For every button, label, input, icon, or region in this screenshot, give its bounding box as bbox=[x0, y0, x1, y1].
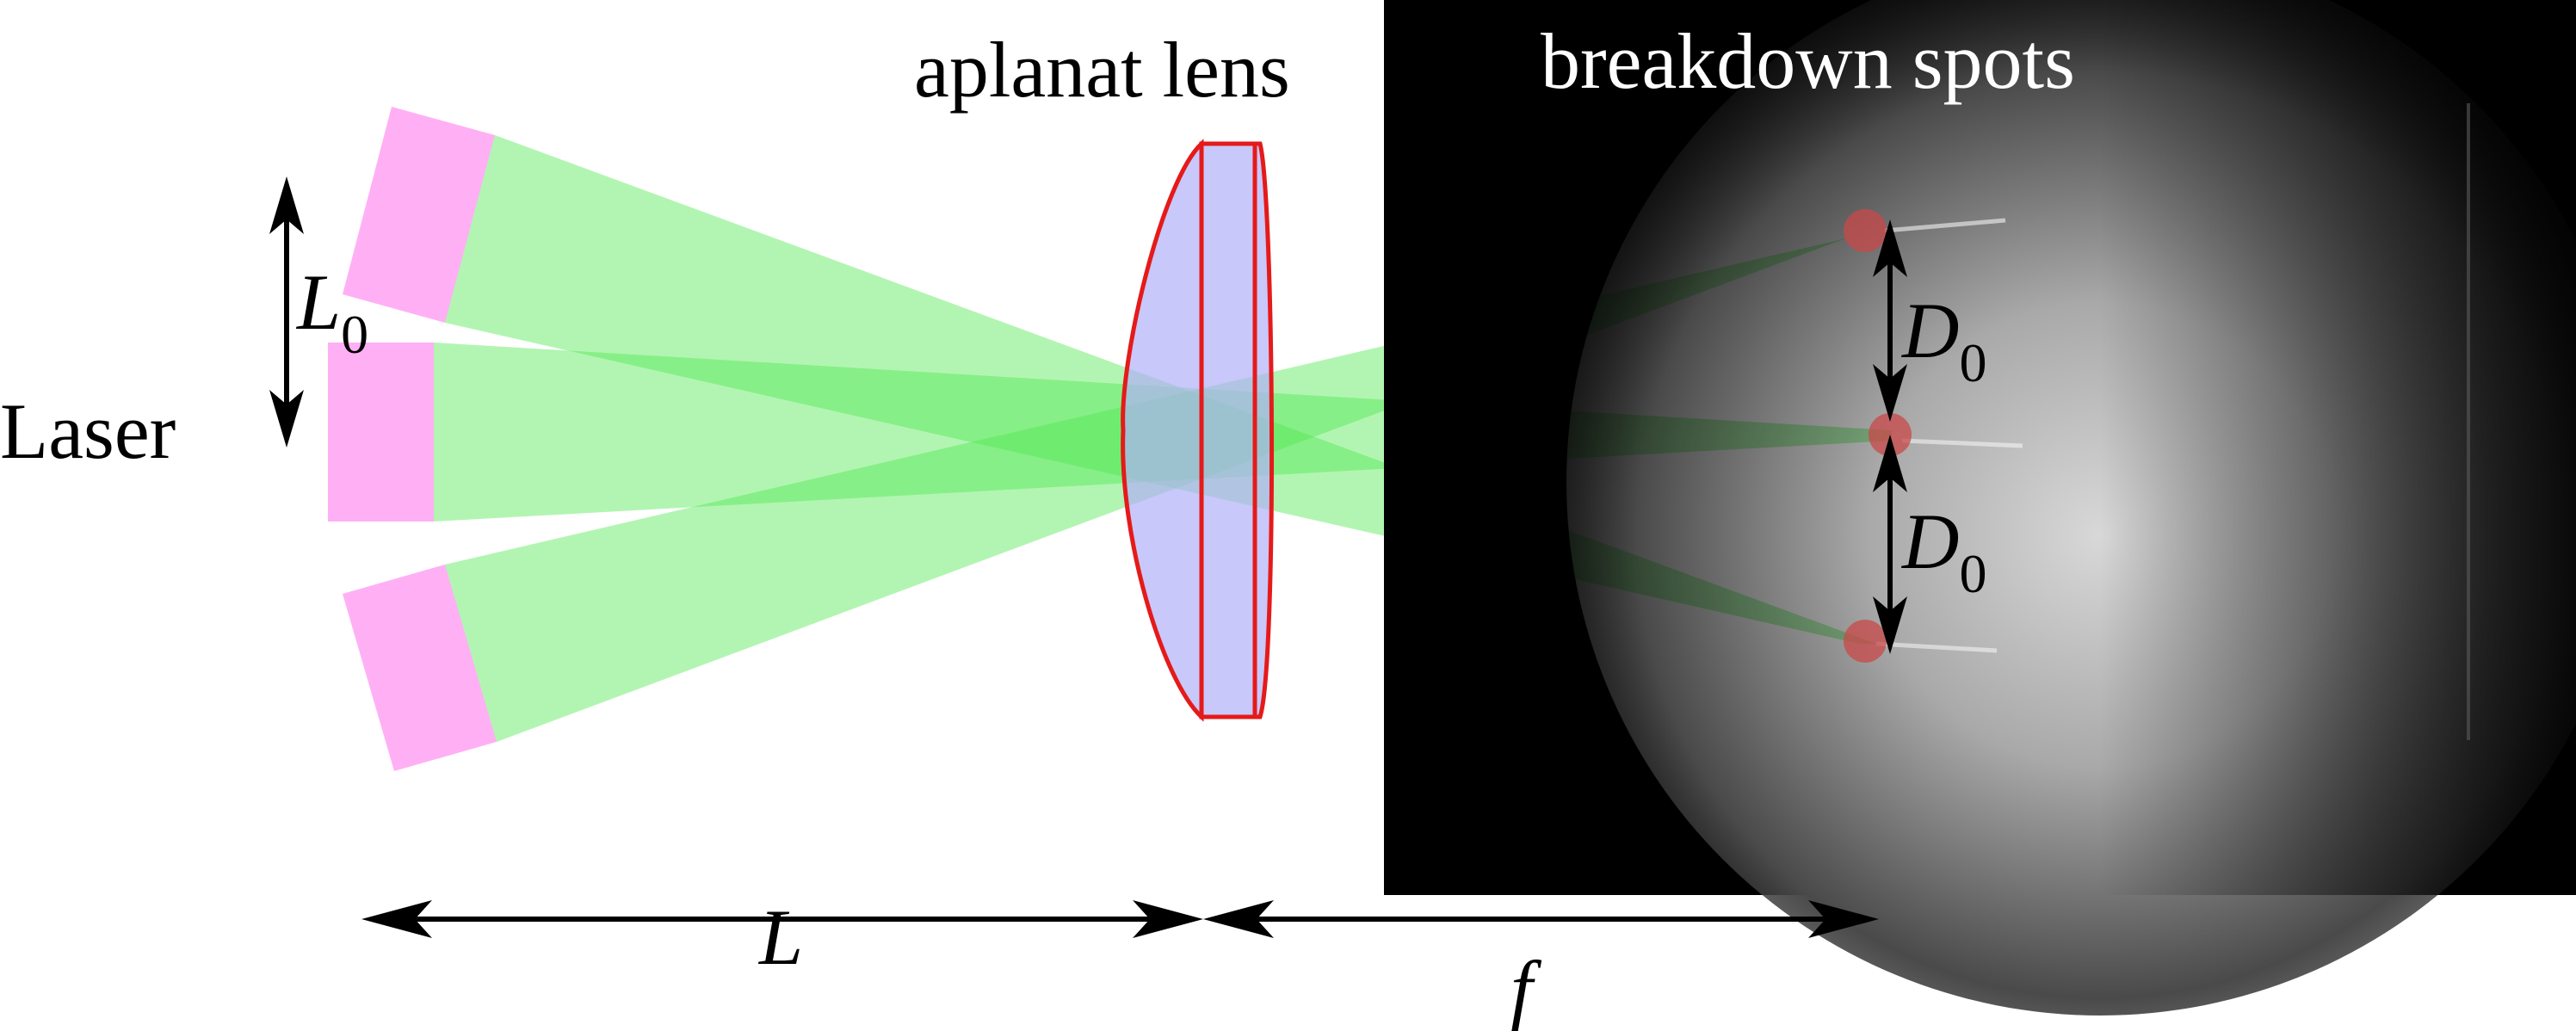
arrow-D0-lower-head-down bbox=[1873, 596, 1907, 654]
breakdown-photo bbox=[1384, 0, 2576, 1016]
plasma-streak-bottom bbox=[1875, 641, 1998, 653]
arrow-L-head-left bbox=[361, 900, 432, 938]
arrow-L0-head-down bbox=[269, 390, 304, 448]
breakdown-spot-bottom bbox=[1844, 620, 1887, 663]
label-D0-lower-base: D bbox=[1900, 497, 1959, 585]
lens-convex-element bbox=[1121, 139, 1204, 722]
arrow-L-head-right bbox=[1133, 900, 1203, 938]
dimension-arrows bbox=[269, 176, 1907, 938]
plasma-streak-mid bbox=[1901, 438, 2023, 448]
breakdown-spot-top bbox=[1844, 209, 1887, 252]
label-D0-lower-sub: 0 bbox=[1959, 543, 1986, 604]
photo-edge-line bbox=[2467, 103, 2470, 740]
aplanat-lens bbox=[1121, 139, 1275, 722]
laser-sources bbox=[328, 107, 497, 771]
arrow-D0-upper-head-down bbox=[1873, 364, 1907, 422]
label-L0-base: L bbox=[295, 258, 341, 346]
arrow-D0-lower-head-up bbox=[1873, 435, 1907, 492]
arrow-L0-head-up bbox=[269, 176, 304, 234]
arrow-D0-upper-head-up bbox=[1873, 219, 1907, 277]
label-L-distance: L bbox=[757, 893, 803, 981]
arrow-f-head-left bbox=[1203, 900, 1274, 938]
label-breakdown-spots: breakdown spots bbox=[1541, 17, 2075, 105]
label-L0: L0 bbox=[295, 258, 368, 365]
label-focal-length: f bbox=[1510, 945, 1542, 1031]
lens-flat-element bbox=[1199, 141, 1257, 719]
arrow-f-head-right bbox=[1808, 900, 1879, 938]
label-D0-upper-base: D bbox=[1900, 287, 1959, 374]
laser-block-middle bbox=[328, 343, 434, 522]
label-L0-sub: 0 bbox=[341, 304, 368, 365]
plasma-streak-top bbox=[1884, 218, 2006, 233]
laser-block-bottom bbox=[343, 565, 497, 771]
label-aplanat-lens: aplanat lens bbox=[914, 26, 1290, 114]
lens-back-element bbox=[1252, 141, 1275, 719]
label-D0-lower: D0 bbox=[1900, 497, 1986, 604]
label-laser: Laser bbox=[0, 387, 176, 475]
label-D0-upper-sub: 0 bbox=[1959, 332, 1986, 393]
laser-block-top bbox=[343, 107, 495, 323]
label-D0-upper: D0 bbox=[1900, 287, 1986, 393]
